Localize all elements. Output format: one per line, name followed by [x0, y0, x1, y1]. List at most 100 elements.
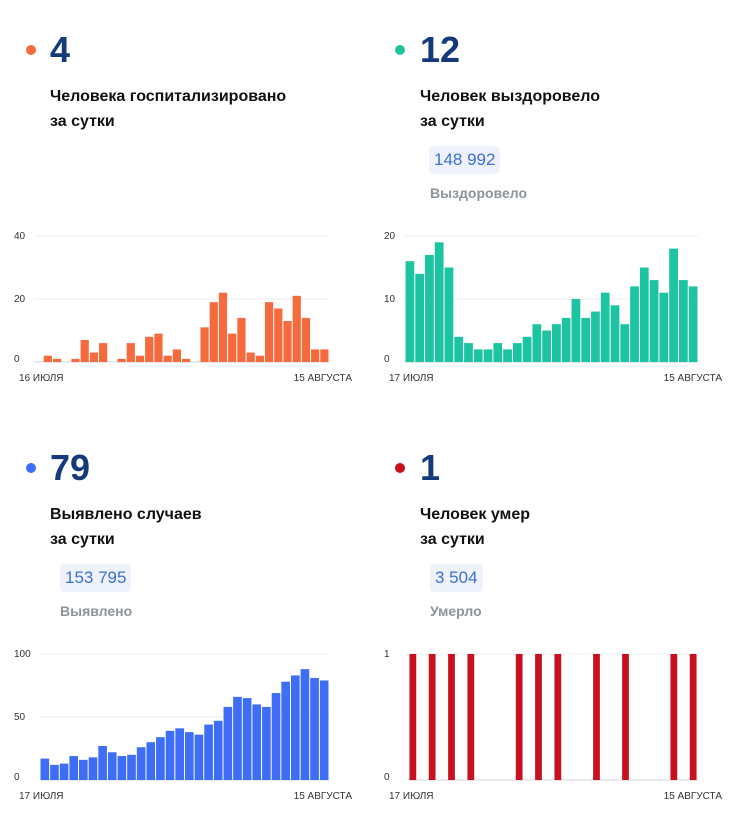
x-end-label: 15 АВГУСТА	[294, 791, 353, 802]
bar	[99, 343, 108, 362]
x-start-label: 17 ИЮЛЯ	[389, 373, 434, 384]
bar	[620, 324, 630, 362]
bar	[434, 242, 444, 362]
bar	[255, 355, 264, 362]
bar	[493, 343, 503, 362]
y-tick-label: 20	[384, 231, 396, 242]
bar	[610, 305, 620, 362]
y-tick-label: 0	[14, 354, 20, 365]
bar	[172, 349, 181, 362]
bar	[659, 292, 669, 362]
deaths-total-label: Умерло	[430, 603, 482, 619]
bar	[71, 358, 80, 362]
bar	[669, 248, 678, 362]
bar	[444, 267, 454, 362]
recovered-desc-line2: за сутки	[420, 113, 485, 130]
cases-dot-icon	[26, 463, 36, 473]
bar	[425, 254, 434, 362]
y-tick-label: 1	[384, 649, 390, 660]
bar	[59, 763, 69, 780]
x-end-label: 15 АВГУСТА	[664, 791, 723, 802]
bar	[581, 317, 591, 362]
bar	[600, 292, 610, 362]
deaths-chart: 0 1 17 ИЮЛЯ 15 АВГУСТА	[384, 649, 723, 802]
bar	[483, 349, 493, 362]
bar	[223, 706, 233, 780]
panel-recovered: 12 Человек выздоровело за сутки 148 992 …	[370, 0, 722, 400]
y-tick-label: 0	[14, 772, 20, 783]
bar	[233, 696, 242, 780]
bar	[415, 273, 425, 362]
bar	[262, 706, 271, 780]
hospitalized-value: 4	[50, 29, 71, 70]
panel-cases: 79 Выявлено случаев за сутки 153 795 Выя…	[0, 418, 352, 818]
bar	[156, 737, 165, 780]
bar	[515, 654, 523, 780]
bar	[252, 704, 262, 780]
bar	[571, 299, 581, 362]
bar	[281, 681, 290, 780]
bar	[213, 720, 223, 780]
bar	[561, 317, 571, 362]
y-tick-label: 0	[384, 772, 390, 783]
cases-total: 153 795	[60, 564, 132, 592]
bar	[542, 330, 551, 362]
bar	[689, 654, 697, 780]
bar	[512, 343, 522, 362]
x-start-label: 16 ИЮЛЯ	[19, 373, 64, 384]
bar	[320, 349, 329, 362]
bar	[242, 698, 252, 780]
recovered-description: Человек выздоровело за сутки	[420, 84, 700, 134]
bar	[69, 756, 79, 780]
bar	[290, 675, 300, 780]
bar	[88, 757, 98, 780]
y-tick-label: 10	[384, 294, 396, 305]
cases-desc-line1: Выявлено случаев	[50, 506, 202, 523]
bar	[473, 349, 483, 362]
panel-hospitalized: 4 Человека госпитализировано за сутки 0 2…	[0, 0, 352, 400]
bar	[209, 302, 218, 362]
deaths-description: Человек умер за сутки	[420, 502, 700, 552]
hospitalized-desc-line1: Человека госпитализировано	[50, 88, 287, 105]
cases-desc-line2: за сутки	[50, 531, 115, 548]
bar	[283, 321, 292, 362]
bar	[135, 355, 145, 362]
recovered-desc-line1: Человек выздоровело	[420, 88, 601, 105]
bar	[467, 654, 475, 780]
bar	[300, 669, 310, 780]
recovered-total-label: Выздоровело	[430, 185, 528, 201]
bar	[271, 693, 281, 780]
bar	[163, 355, 172, 362]
x-start-label: 17 ИЮЛЯ	[19, 791, 64, 802]
x-start-label: 17 ИЮЛЯ	[389, 791, 434, 802]
bar	[98, 745, 107, 780]
hospitalized-desc-line2: за сутки	[50, 113, 115, 130]
panel-deaths: 1 Человек умер за сутки 3 504 Умерло 0 1 1…	[370, 418, 722, 818]
bar	[593, 654, 600, 780]
bar	[107, 752, 117, 780]
bar	[126, 343, 135, 362]
hospitalized-dot-icon	[26, 45, 36, 55]
deaths-desc-line1: Человек умер	[420, 506, 531, 523]
bar	[649, 280, 659, 362]
bar	[136, 747, 146, 780]
bar	[40, 758, 50, 780]
bar	[405, 261, 415, 362]
y-tick-label: 50	[14, 712, 26, 723]
bar	[127, 754, 136, 780]
bar	[532, 324, 542, 362]
bar	[79, 759, 88, 780]
bar	[428, 654, 436, 780]
bar	[43, 355, 52, 362]
bar	[165, 730, 175, 780]
bar	[622, 654, 629, 780]
bar	[237, 317, 246, 362]
y-tick-label: 40	[14, 231, 26, 242]
y-tick-label: 0	[384, 354, 390, 365]
deaths-dot-icon	[395, 463, 405, 473]
bar	[301, 317, 311, 362]
cases-chart: 0 50 100 17 ИЮЛЯ 15 АВГУСТА	[14, 649, 353, 802]
bar	[409, 654, 417, 780]
bar	[310, 677, 319, 780]
bar	[448, 654, 455, 780]
